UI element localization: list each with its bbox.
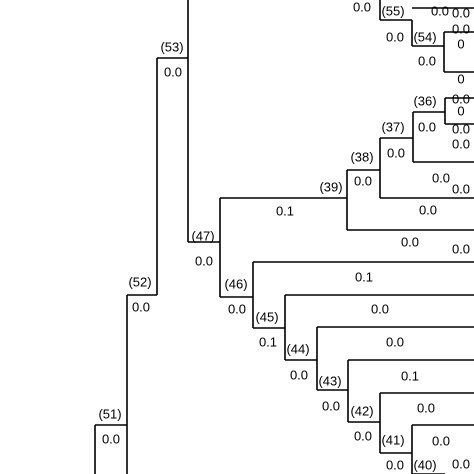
- branch-length: 0.0: [353, 0, 371, 14]
- branch-length: 0.0: [164, 64, 182, 79]
- branch-length: 0.0: [452, 21, 470, 36]
- branch-length: 0.0: [386, 334, 404, 349]
- node-label: (36): [413, 93, 436, 108]
- branch-length: 0.0: [290, 367, 308, 382]
- branch-length: 0.0: [228, 301, 246, 316]
- branch-length: 0.1: [259, 334, 277, 349]
- branch-length: 0.1: [401, 368, 419, 383]
- branch-length: 0.0: [354, 173, 372, 188]
- branch-length: 0.0: [354, 428, 372, 443]
- node-label: (47): [191, 228, 214, 243]
- node-label: (43): [318, 373, 341, 388]
- node-label: (55): [381, 3, 404, 18]
- branch-length: 0.0: [452, 136, 470, 151]
- branch-length: 0.0: [322, 398, 340, 413]
- node-label: (39): [319, 179, 342, 194]
- branch-length: 0.0: [452, 456, 470, 471]
- node-label: (38): [350, 149, 373, 164]
- node-label: (46): [224, 276, 247, 291]
- branch-length: 0.0: [386, 29, 404, 44]
- node-label: (45): [255, 309, 278, 324]
- branch-length: 0.1: [276, 203, 294, 218]
- branch-length: 0.0: [387, 145, 405, 160]
- node-label: (44): [286, 341, 309, 356]
- branch-length: 0.0: [418, 119, 436, 134]
- branch-length: 0.0: [371, 301, 389, 316]
- node-label: (40): [413, 457, 436, 472]
- branch-length: 0: [457, 103, 464, 118]
- node-label: (51): [98, 406, 121, 421]
- branch-length: 0.0: [452, 121, 470, 136]
- branch-length: 0.0: [452, 181, 470, 196]
- branch-length: 0.0: [386, 457, 404, 472]
- branch-length: 0.0: [431, 3, 449, 18]
- branch-length: 0.0: [452, 241, 470, 256]
- branch-length: 0.0: [432, 170, 450, 185]
- branch-length: 0.0: [195, 253, 213, 268]
- branch-length: 0: [457, 36, 464, 51]
- branch-length: 0.0: [132, 299, 150, 314]
- node-label: (42): [350, 403, 373, 418]
- branch-length: 0: [457, 71, 464, 86]
- branch-length: 0.0: [419, 202, 437, 217]
- node-label: (53): [160, 39, 183, 54]
- node-label: (37): [381, 119, 404, 134]
- branches: [94, 0, 474, 474]
- branch-length: 0.0: [102, 431, 120, 446]
- node-label: (52): [128, 274, 151, 289]
- branch-length: 0.1: [355, 269, 373, 284]
- node-label: (41): [381, 432, 404, 447]
- branch-length: 0.0: [417, 400, 435, 415]
- branch-length: 0.0: [452, 5, 470, 20]
- branch-length: 0.0: [432, 433, 450, 448]
- branch-length: 0.0: [401, 234, 419, 249]
- branch-length: 0.0: [418, 53, 436, 68]
- node-label: (54): [413, 29, 436, 44]
- branch-length: 0.0: [452, 91, 470, 106]
